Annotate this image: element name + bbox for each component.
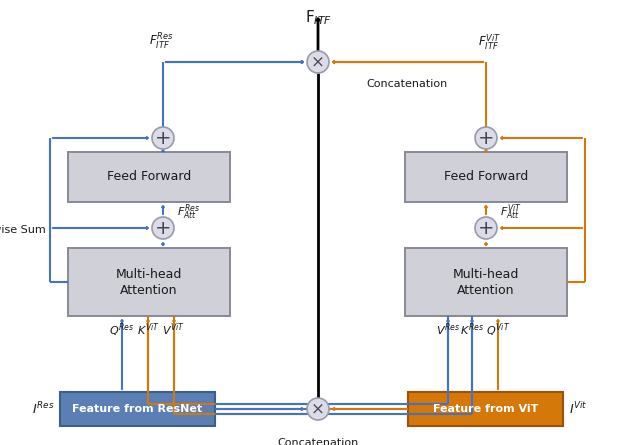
Text: Concatenation: Concatenation: [366, 79, 447, 89]
Text: ×: ×: [311, 400, 325, 417]
Text: Element-wise Sum: Element-wise Sum: [0, 225, 46, 235]
Bar: [60, 392, 215, 426]
Text: Feature from ViT: Feature from ViT: [433, 404, 538, 414]
Text: $F_{ITF}^{ViT}$: $F_{ITF}^{ViT}$: [479, 32, 502, 52]
Text: $\mathrm{F}_{ITF}$: $\mathrm{F}_{ITF}$: [305, 8, 332, 27]
Text: $V^{ViT}$: $V^{ViT}$: [163, 321, 186, 338]
Circle shape: [152, 217, 174, 239]
Text: $I^{Res}$: $I^{Res}$: [31, 400, 54, 417]
Bar: [408, 392, 563, 426]
Text: Attention: Attention: [457, 283, 515, 296]
Text: $F_{Att}^{Res}$: $F_{Att}^{Res}$: [177, 202, 200, 222]
Text: Feed Forward: Feed Forward: [107, 170, 191, 183]
Text: $Q^{ViT}$: $Q^{ViT}$: [486, 321, 510, 339]
Text: $F_{ITF}^{Res}$: $F_{ITF}^{Res}$: [148, 32, 173, 52]
Text: $F_{Att}^{ViT}$: $F_{Att}^{ViT}$: [500, 202, 522, 222]
Circle shape: [152, 127, 174, 149]
Text: $I^{Vit}$: $I^{Vit}$: [569, 401, 588, 417]
Circle shape: [307, 51, 329, 73]
Circle shape: [307, 398, 329, 420]
Circle shape: [475, 127, 497, 149]
Bar: [68, 152, 230, 202]
Bar: [405, 248, 567, 316]
Text: $K^{Res}$: $K^{Res}$: [460, 321, 484, 338]
Text: ×: ×: [311, 53, 325, 70]
Text: +: +: [155, 218, 172, 238]
Text: Multi-head: Multi-head: [453, 267, 519, 280]
Bar: [68, 248, 230, 316]
Text: Feed Forward: Feed Forward: [444, 170, 528, 183]
Text: $V^{Res}$: $V^{Res}$: [436, 321, 460, 338]
Text: Attention: Attention: [120, 283, 178, 296]
Text: +: +: [477, 129, 494, 147]
Bar: [405, 152, 567, 202]
Text: $K^{ViT}$: $K^{ViT}$: [136, 321, 159, 338]
Text: $Q^{Res}$: $Q^{Res}$: [109, 321, 135, 339]
Text: Multi-head: Multi-head: [116, 267, 182, 280]
Text: +: +: [155, 129, 172, 147]
Text: +: +: [477, 218, 494, 238]
Circle shape: [475, 217, 497, 239]
Text: Feature from ResNet: Feature from ResNet: [72, 404, 203, 414]
Text: Concatenation: Concatenation: [277, 438, 358, 445]
